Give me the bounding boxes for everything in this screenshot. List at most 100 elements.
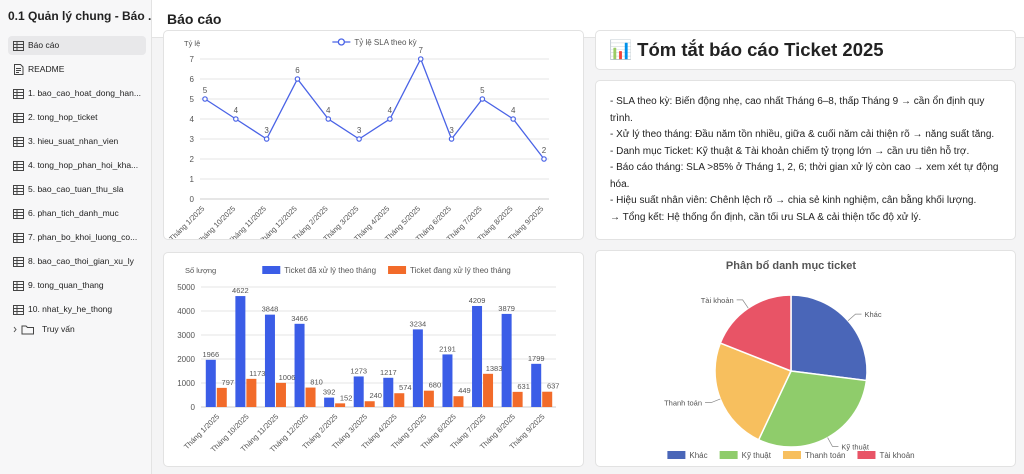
point (202, 96, 208, 102)
sidebar-item[interactable]: 3. hieu_suat_nhan_vien (8, 132, 146, 151)
y-axis-label: Tỷ lệ (184, 39, 200, 48)
data-label: 574 (399, 383, 412, 392)
sidebar-label: 8. bao_cao_thoi_gian_xu_ly (28, 256, 134, 266)
pie-slice (719, 294, 792, 373)
bar (483, 373, 494, 407)
sidebar-item[interactable]: 7. phan_bo_khoi_luong_co... (8, 228, 146, 247)
legend-label: Ticket đã xử lý theo tháng (284, 266, 376, 275)
legend-label: Tỷ lệ SLA theo kỳ (354, 38, 416, 47)
bar (205, 359, 216, 407)
data-label: 3234 (410, 319, 427, 328)
legend-marker (337, 38, 346, 46)
data-label: 2 (542, 146, 547, 155)
slice-label: Kỹ thuật (841, 442, 869, 451)
point (356, 136, 362, 142)
summary-line: → Tổng kết: Hệ thống ổn định, cần tối ưu… (610, 211, 922, 223)
sidebar-item[interactable]: 2. tong_hop_ticket (8, 108, 146, 127)
page-title: Báo cáo (167, 11, 222, 27)
folder-icon (13, 325, 34, 335)
sidebar-label: 9. tong_quan_thang (28, 280, 104, 290)
leader-line (736, 299, 749, 309)
legend-label: Ticket đang xử lý theo tháng (410, 266, 511, 275)
point (510, 116, 516, 122)
sidebar-label: 10. nhat_ky_he_thong (28, 304, 113, 314)
slice-label: Khác (865, 310, 882, 319)
bar (353, 376, 364, 407)
line-chart-card: 0 1 2 3 4 5 6 7 Tỷ lệ Tháng 1/2025 Tháng 10/2025 Th… (163, 30, 584, 240)
table-icon (13, 113, 24, 123)
table-icon (13, 89, 24, 99)
table-icon (13, 185, 24, 195)
sidebar: 0.1 Quản lý chung - Báo ... Báo cáo READM… (0, 0, 158, 474)
sidebar-item[interactable]: 1. bao_cao_hoat_dong_han... (8, 84, 146, 103)
folder-label: Truy vấn (42, 324, 75, 334)
bar (453, 396, 464, 407)
y-tick-label: 7 (190, 55, 195, 64)
data-label: 1173 (249, 369, 265, 378)
y-tick-label: 3000 (177, 331, 195, 340)
point (325, 116, 332, 122)
table-icon (14, 64, 24, 75)
bar (442, 354, 453, 407)
y-tick-label: 1000 (177, 379, 195, 388)
sidebar-item[interactable]: 6. phan_tich_danh_muc (8, 204, 146, 223)
table-icon (13, 305, 24, 315)
sidebar-item[interactable]: README (8, 60, 146, 79)
data-label: 1217 (380, 368, 397, 377)
sidebar-item[interactable]: 4. tong_hop_phan_hoi_kha... (8, 156, 146, 175)
table-icon (13, 137, 24, 147)
grid-icon (13, 89, 24, 99)
point (448, 136, 455, 142)
series-line (204, 57, 545, 160)
legend-swatch (719, 451, 738, 459)
table-icon (13, 161, 24, 171)
sidebar-label: Báo cáo (28, 40, 60, 50)
bar (216, 387, 227, 407)
data-label: 240 (369, 391, 382, 400)
bar (512, 391, 523, 407)
bar (294, 323, 305, 407)
y-tick-label: 4 (190, 115, 195, 124)
data-label: 1006 (279, 373, 296, 382)
sidebar-label: 7. phan_bo_khoi_luong_co... (28, 232, 138, 242)
legend: Tỷ lệ SLA theo kỳ (332, 38, 417, 47)
leader-line (827, 437, 839, 447)
sidebar-item[interactable]: 8. bao_cao_thoi_gian_xu_ly (8, 252, 146, 271)
data-label: 680 (429, 381, 442, 390)
bar (472, 305, 483, 407)
sidebar-item[interactable]: 10. nhat_ky_he_thong (8, 300, 146, 319)
y-tick-label: 2000 (177, 355, 195, 364)
grid-icon (13, 161, 24, 171)
data-label: 4622 (232, 286, 249, 295)
data-label: 3 (449, 126, 454, 135)
y-tick-label: 6 (190, 75, 195, 84)
legend-swatch (782, 451, 801, 459)
legend-label: Khác (689, 451, 707, 460)
summary-line: - Danh mục Ticket: Kỹ thuật & Tài khoản … (610, 145, 970, 157)
bar (423, 390, 434, 407)
sidebar-item[interactable]: Báo cáo (8, 36, 146, 55)
leader-line (705, 398, 721, 404)
bar (394, 393, 405, 407)
bar (246, 378, 257, 407)
table-icon (13, 281, 24, 291)
sidebar-label: 4. tong_hop_phan_hoi_kha... (28, 160, 139, 170)
sidebar-label: 5. bao_cao_tuan_thu_sla (28, 184, 124, 194)
sidebar-item[interactable]: 9. tong_quan_thang (8, 276, 146, 295)
data-label: 2191 (439, 344, 456, 353)
data-label: 3 (357, 126, 362, 135)
y-tick-label: 2 (190, 155, 195, 164)
sidebar-item[interactable]: 5. bao_cao_tuan_thu_sla (8, 180, 146, 199)
point (417, 56, 424, 62)
data-label: 797 (222, 378, 235, 387)
data-label: 7 (419, 46, 424, 55)
workspace-title[interactable]: 0.1 Quản lý chung - Báo ... (8, 9, 159, 23)
data-label: 4 (234, 106, 239, 115)
y-tick-label: 1 (190, 175, 195, 184)
folder-item[interactable]: Truy vấn (8, 320, 146, 339)
grid-icon (13, 137, 24, 147)
bar (305, 387, 316, 407)
